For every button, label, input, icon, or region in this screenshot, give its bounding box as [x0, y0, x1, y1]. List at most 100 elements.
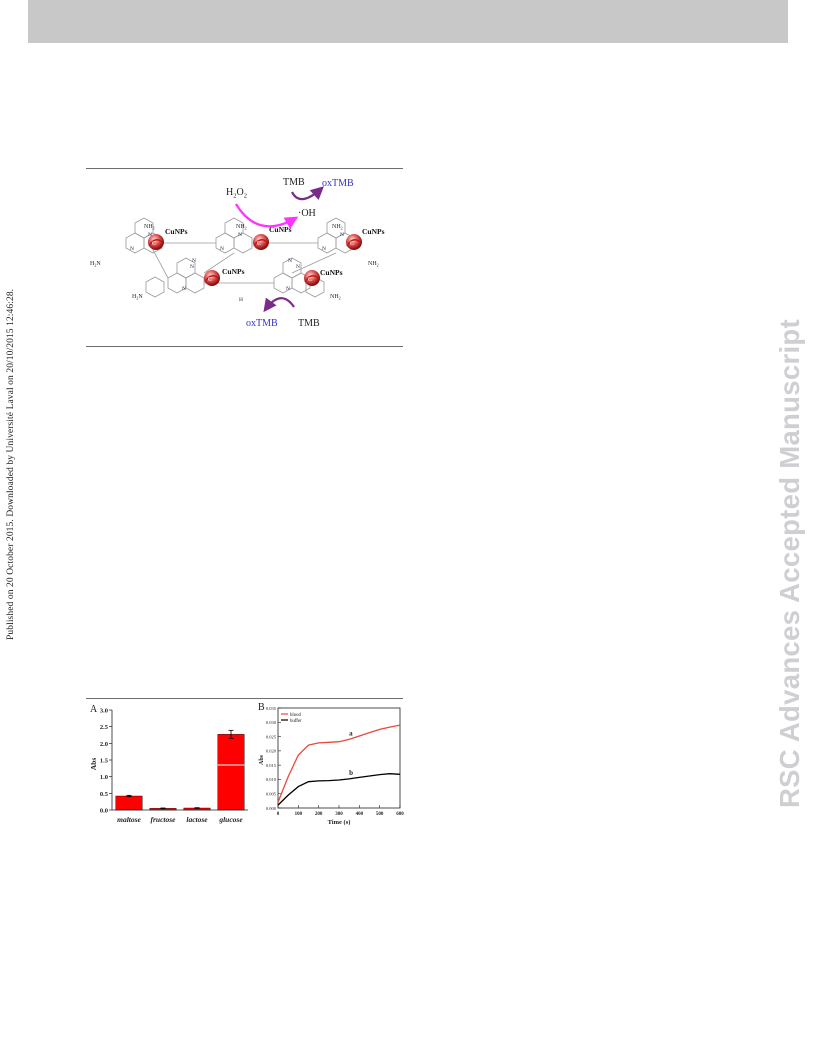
- y-tick-label: 0.035: [266, 706, 277, 711]
- y-tick-label: 1.5: [100, 758, 109, 765]
- heptazine-unit-4: [167, 257, 205, 294]
- svg-text:N: N: [322, 246, 326, 252]
- svg-text:C: C: [152, 241, 156, 247]
- svg-text:CuNPs: CuNPs: [222, 267, 245, 276]
- y-tick-label: 0.0: [100, 808, 108, 815]
- heptazine-unit-1: [125, 217, 163, 254]
- svg-text:N: N: [190, 264, 194, 270]
- svg-text:CuNPs: CuNPs: [362, 227, 385, 236]
- x-tick-label: 600: [396, 812, 404, 817]
- bar-maltose: [115, 795, 143, 811]
- legend-label-blood: blood: [290, 713, 302, 718]
- x-tick-label: 300: [335, 812, 343, 817]
- carbon-nitride-framework: [125, 217, 355, 298]
- svg-text:H: H: [239, 297, 243, 303]
- y-axis-title: Abs: [89, 758, 98, 771]
- bar-glucose: [217, 734, 245, 811]
- cu-nanoparticle-2: C: [253, 234, 269, 250]
- cu-nanoparticle-4: C: [204, 270, 220, 286]
- x-tick-label: 0: [277, 812, 280, 817]
- series-line-blood: [277, 724, 401, 803]
- absorbance-time-chart: B 0.000 0.005 0.010 0.015 0.020 0.025 0.030 0.03…: [258, 702, 404, 826]
- nh2-label-4: NH2: [368, 261, 379, 268]
- svg-text:N: N: [182, 286, 186, 292]
- y-tick-label: 2.5: [100, 724, 109, 731]
- heptazine-unit-5: [273, 257, 311, 294]
- h2o2-arrow: [235, 203, 299, 229]
- series-marker-buffer: b: [349, 769, 353, 777]
- x-tick-label: 400: [356, 812, 364, 817]
- x-tick-label: 200: [315, 812, 323, 817]
- svg-text:N: N: [288, 258, 292, 264]
- nh2-label-3: NH2: [332, 224, 343, 231]
- y-tick-label: 2.0: [100, 741, 108, 748]
- panel-b-label: B: [258, 702, 265, 713]
- tmb-top-arrow: [291, 186, 324, 201]
- x-tick-label: 500: [376, 812, 384, 817]
- legend-label-buffer: buffer: [290, 719, 302, 724]
- category-label-glucose: glucose: [218, 815, 243, 824]
- y-tick-label: 0.5: [100, 791, 109, 798]
- svg-text:CuNPs: CuNPs: [165, 227, 188, 236]
- svg-text:C: C: [208, 277, 212, 283]
- cunps-labels: CuNPs CuNPs CuNPs CuNPs CuNPs: [165, 225, 385, 277]
- selectivity-bar-chart: A 0.0 0.5 1.0 1.5 2.0 2.5 3.0 Abs maltose fructose…: [89, 704, 248, 824]
- oxtmb-bottom-label: oxTMB: [246, 318, 278, 329]
- heptazine-unit-2: [215, 217, 253, 254]
- framework-bridges: [151, 242, 337, 284]
- y-tick-label: 0.020: [266, 749, 277, 754]
- y-tick-label: 3.0: [100, 708, 108, 715]
- svg-text:CuNPs: CuNPs: [269, 225, 292, 234]
- y-tick-label: 0.010: [266, 777, 277, 782]
- svg-text:N: N: [296, 264, 300, 270]
- category-label-lactose: lactose: [186, 815, 208, 824]
- y-tick-label: 0.000: [266, 806, 277, 811]
- oxtmb-top-label: oxTMB: [322, 178, 354, 189]
- tmb-bottom-label: TMB: [298, 318, 320, 329]
- amine-labels: NH2 NH2 NH2 NH2 NH2 H2N H2N: [90, 224, 379, 301]
- svg-text:CuNPs: CuNPs: [320, 268, 343, 277]
- svg-text:C: C: [257, 241, 261, 247]
- svg-text:N: N: [286, 286, 290, 292]
- svg-text:C: C: [308, 277, 312, 283]
- h2o2-label: H2O2: [226, 187, 247, 200]
- svg-text:N: N: [220, 246, 224, 252]
- ring-nitrogen-labels: N N N N N N N N N N N N H: [130, 232, 344, 303]
- nh2-label-5: NH2: [330, 294, 341, 301]
- cu-nanoparticle-1: C: [148, 234, 164, 250]
- header-bar: [28, 0, 788, 43]
- scheme-bottom-rule: [86, 346, 403, 347]
- y-tick-label: 0.030: [266, 720, 277, 725]
- h2n-label-1: H2N: [90, 261, 101, 268]
- scheme-top-rule: [86, 168, 403, 169]
- y-tick-label: 0.015: [266, 763, 277, 768]
- hydroxyl-label: ·OH: [298, 208, 316, 219]
- category-label-fructose: fructose: [151, 815, 177, 824]
- publication-notice: Published on 20 October 2015. Downloaded…: [6, 288, 16, 640]
- reaction-scheme: N N N N N N N N N N N N H NH2 NH2 NH2 NH…: [90, 177, 385, 329]
- svg-text:N: N: [148, 232, 152, 238]
- cu-nanoparticle-5: C: [304, 270, 320, 286]
- nh2-label-2: NH2: [236, 224, 247, 231]
- y-axis-title: Abs: [259, 754, 265, 765]
- y-tick-label: 0.025: [266, 734, 277, 739]
- accepted-manuscript-watermark: RSC Advances Accepted Manuscript: [774, 319, 805, 808]
- figure-top-rule: [86, 698, 403, 699]
- y-tick-label: 1.0: [100, 774, 108, 781]
- svg-text:N: N: [192, 258, 196, 264]
- svg-text:C: C: [350, 241, 354, 247]
- svg-text:N: N: [130, 246, 134, 252]
- cu-nanoparticles: C C C C C: [148, 234, 362, 286]
- cu-nanoparticle-3: C: [346, 234, 362, 250]
- x-axis-title: Time (s): [328, 819, 351, 826]
- nh2-label-1: NH2: [144, 224, 155, 231]
- x-tick-label: 100: [295, 812, 303, 817]
- tmb-top-label: TMB: [283, 177, 305, 188]
- svg-text:N: N: [238, 232, 242, 238]
- svg-text:N: N: [340, 232, 344, 238]
- tmb-bottom-arrow: [263, 297, 295, 313]
- h2n-label-2: H2N: [132, 294, 143, 301]
- panel-a-label: A: [90, 704, 98, 715]
- category-label-maltose: maltose: [117, 815, 141, 824]
- y-tick-label: 0.005: [266, 792, 277, 797]
